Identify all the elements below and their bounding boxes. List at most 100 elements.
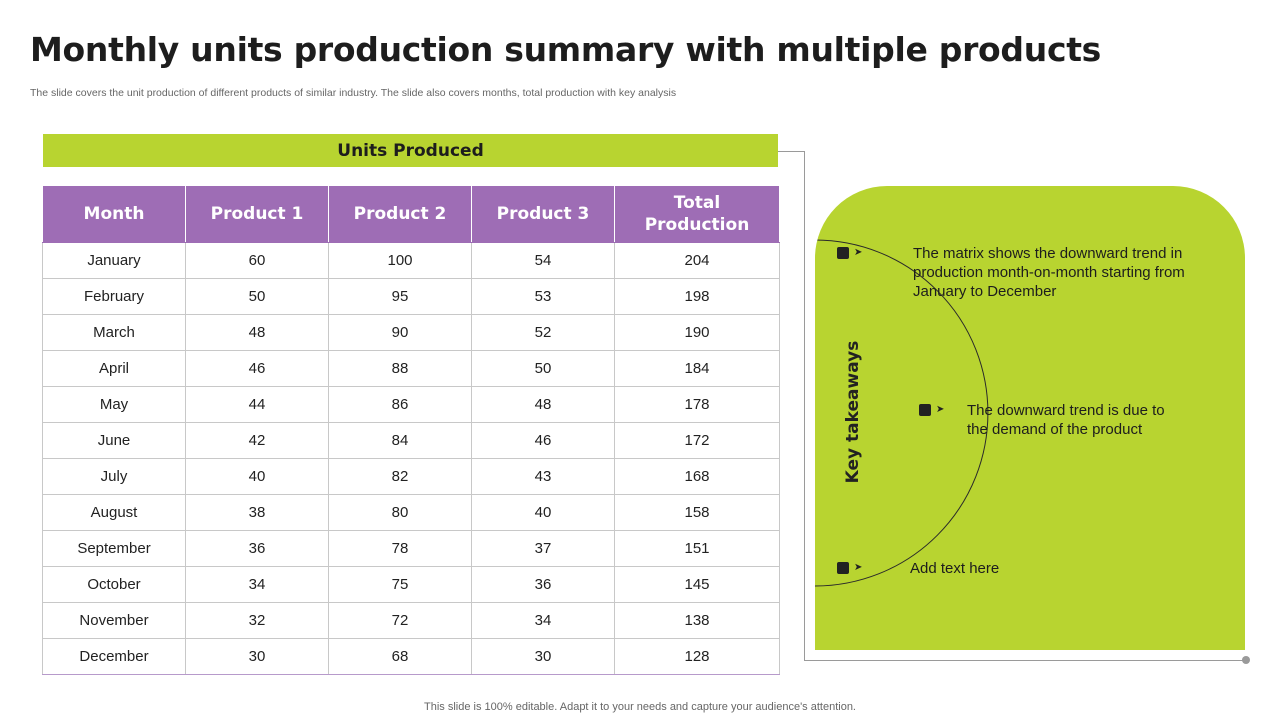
cell-product-2: 90 bbox=[328, 314, 472, 351]
cell-total-production: 190 bbox=[614, 314, 780, 351]
cell-month: March bbox=[42, 314, 186, 351]
cell-product-3: 48 bbox=[471, 386, 615, 423]
takeaway-bullet-1 bbox=[837, 247, 849, 259]
takeaways-arc bbox=[815, 239, 989, 587]
units-produced-banner: Units Produced bbox=[43, 134, 778, 167]
header-product-1: Product 1 bbox=[185, 185, 329, 243]
key-takeaways-label: Key takeaways bbox=[843, 340, 863, 484]
table-row: February 50 95 53 198 bbox=[42, 278, 780, 315]
cell-product-2: 84 bbox=[328, 422, 472, 459]
cell-product-2: 68 bbox=[328, 638, 472, 675]
cell-product-3: 43 bbox=[471, 458, 615, 495]
cell-product-1: 42 bbox=[185, 422, 329, 459]
arrow-icon: ➤ bbox=[854, 247, 863, 258]
takeaway-text-2: The downward trend is due to the demand … bbox=[967, 402, 1165, 438]
cell-product-1: 38 bbox=[185, 494, 329, 531]
cell-total-production: 168 bbox=[614, 458, 780, 495]
table-row: December 30 68 30 128 bbox=[42, 638, 780, 675]
arrow-icon: ➤ bbox=[854, 562, 863, 573]
cell-product-1: 44 bbox=[185, 386, 329, 423]
cell-product-1: 34 bbox=[185, 566, 329, 603]
table-row: March 48 90 52 190 bbox=[42, 314, 780, 351]
cell-month: April bbox=[42, 350, 186, 387]
connector-line bbox=[778, 151, 804, 152]
cell-product-3: 50 bbox=[471, 350, 615, 387]
cell-total-production: 178 bbox=[614, 386, 780, 423]
header-total-production: Total Production bbox=[614, 185, 780, 243]
cell-product-2: 72 bbox=[328, 602, 472, 639]
cell-total-production: 145 bbox=[614, 566, 780, 603]
cell-product-2: 88 bbox=[328, 350, 472, 387]
cell-month: October bbox=[42, 566, 186, 603]
cell-total-production: 204 bbox=[614, 242, 780, 279]
cell-product-2: 86 bbox=[328, 386, 472, 423]
header-month: Month bbox=[42, 185, 186, 243]
cell-product-3: 30 bbox=[471, 638, 615, 675]
cell-month: November bbox=[42, 602, 186, 639]
key-takeaways-panel bbox=[815, 186, 1245, 650]
cell-product-1: 50 bbox=[185, 278, 329, 315]
cell-month: May bbox=[42, 386, 186, 423]
cell-product-1: 40 bbox=[185, 458, 329, 495]
takeaway-text-3[interactable]: Add text here bbox=[910, 560, 1000, 577]
table-body: January 60 100 54 204 February 50 95 53 198 March 4… bbox=[42, 242, 780, 675]
slide-title: Monthly units production summary with mu… bbox=[30, 30, 1102, 69]
cell-total-production: 158 bbox=[614, 494, 780, 531]
cell-product-3: 52 bbox=[471, 314, 615, 351]
cell-product-2: 95 bbox=[328, 278, 472, 315]
cell-total-production: 128 bbox=[614, 638, 780, 675]
cell-total-production: 198 bbox=[614, 278, 780, 315]
cell-product-3: 53 bbox=[471, 278, 615, 315]
table-header-row: Month Product 1 Product 2 Product 3 Tota… bbox=[42, 185, 780, 243]
connector-end-dot bbox=[1242, 656, 1250, 664]
cell-month: August bbox=[42, 494, 186, 531]
cell-total-production: 172 bbox=[614, 422, 780, 459]
cell-product-3: 46 bbox=[471, 422, 615, 459]
connector-line bbox=[804, 151, 805, 660]
cell-month: June bbox=[42, 422, 186, 459]
cell-product-2: 100 bbox=[328, 242, 472, 279]
cell-product-1: 46 bbox=[185, 350, 329, 387]
cell-month: December bbox=[42, 638, 186, 675]
cell-product-3: 37 bbox=[471, 530, 615, 567]
connector-line bbox=[804, 660, 1246, 661]
cell-product-3: 54 bbox=[471, 242, 615, 279]
header-product-3: Product 3 bbox=[471, 185, 615, 243]
table-row: July 40 82 43 168 bbox=[42, 458, 780, 495]
cell-product-3: 34 bbox=[471, 602, 615, 639]
cell-product-2: 82 bbox=[328, 458, 472, 495]
cell-product-1: 32 bbox=[185, 602, 329, 639]
cell-product-1: 60 bbox=[185, 242, 329, 279]
arrow-icon: ➤ bbox=[936, 404, 945, 415]
cell-total-production: 138 bbox=[614, 602, 780, 639]
cell-month: January bbox=[42, 242, 186, 279]
header-product-2: Product 2 bbox=[328, 185, 472, 243]
takeaway-bullet-2 bbox=[919, 404, 931, 416]
cell-product-1: 30 bbox=[185, 638, 329, 675]
takeaway-bullet-3 bbox=[837, 562, 849, 574]
table-row: November 32 72 34 138 bbox=[42, 602, 780, 639]
table-row: October 34 75 36 145 bbox=[42, 566, 780, 603]
cell-product-3: 36 bbox=[471, 566, 615, 603]
table-row: April 46 88 50 184 bbox=[42, 350, 780, 387]
slide-subtitle: The slide covers the unit production of … bbox=[30, 87, 677, 99]
production-table: Month Product 1 Product 2 Product 3 Tota… bbox=[42, 185, 780, 675]
cell-month: September bbox=[42, 530, 186, 567]
cell-product-3: 40 bbox=[471, 494, 615, 531]
cell-product-1: 36 bbox=[185, 530, 329, 567]
table-row: August 38 80 40 158 bbox=[42, 494, 780, 531]
footer-note: This slide is 100% editable. Adapt it to… bbox=[424, 701, 856, 713]
table-row: January 60 100 54 204 bbox=[42, 242, 780, 279]
table-row: May 44 86 48 178 bbox=[42, 386, 780, 423]
cell-product-2: 75 bbox=[328, 566, 472, 603]
table-row: June 42 84 46 172 bbox=[42, 422, 780, 459]
cell-total-production: 184 bbox=[614, 350, 780, 387]
cell-product-2: 78 bbox=[328, 530, 472, 567]
takeaway-text-1: The matrix shows the downward trend in p… bbox=[913, 245, 1185, 300]
cell-product-1: 48 bbox=[185, 314, 329, 351]
table-row: September 36 78 37 151 bbox=[42, 530, 780, 567]
cell-product-2: 80 bbox=[328, 494, 472, 531]
cell-month: July bbox=[42, 458, 186, 495]
cell-month: February bbox=[42, 278, 186, 315]
cell-total-production: 151 bbox=[614, 530, 780, 567]
